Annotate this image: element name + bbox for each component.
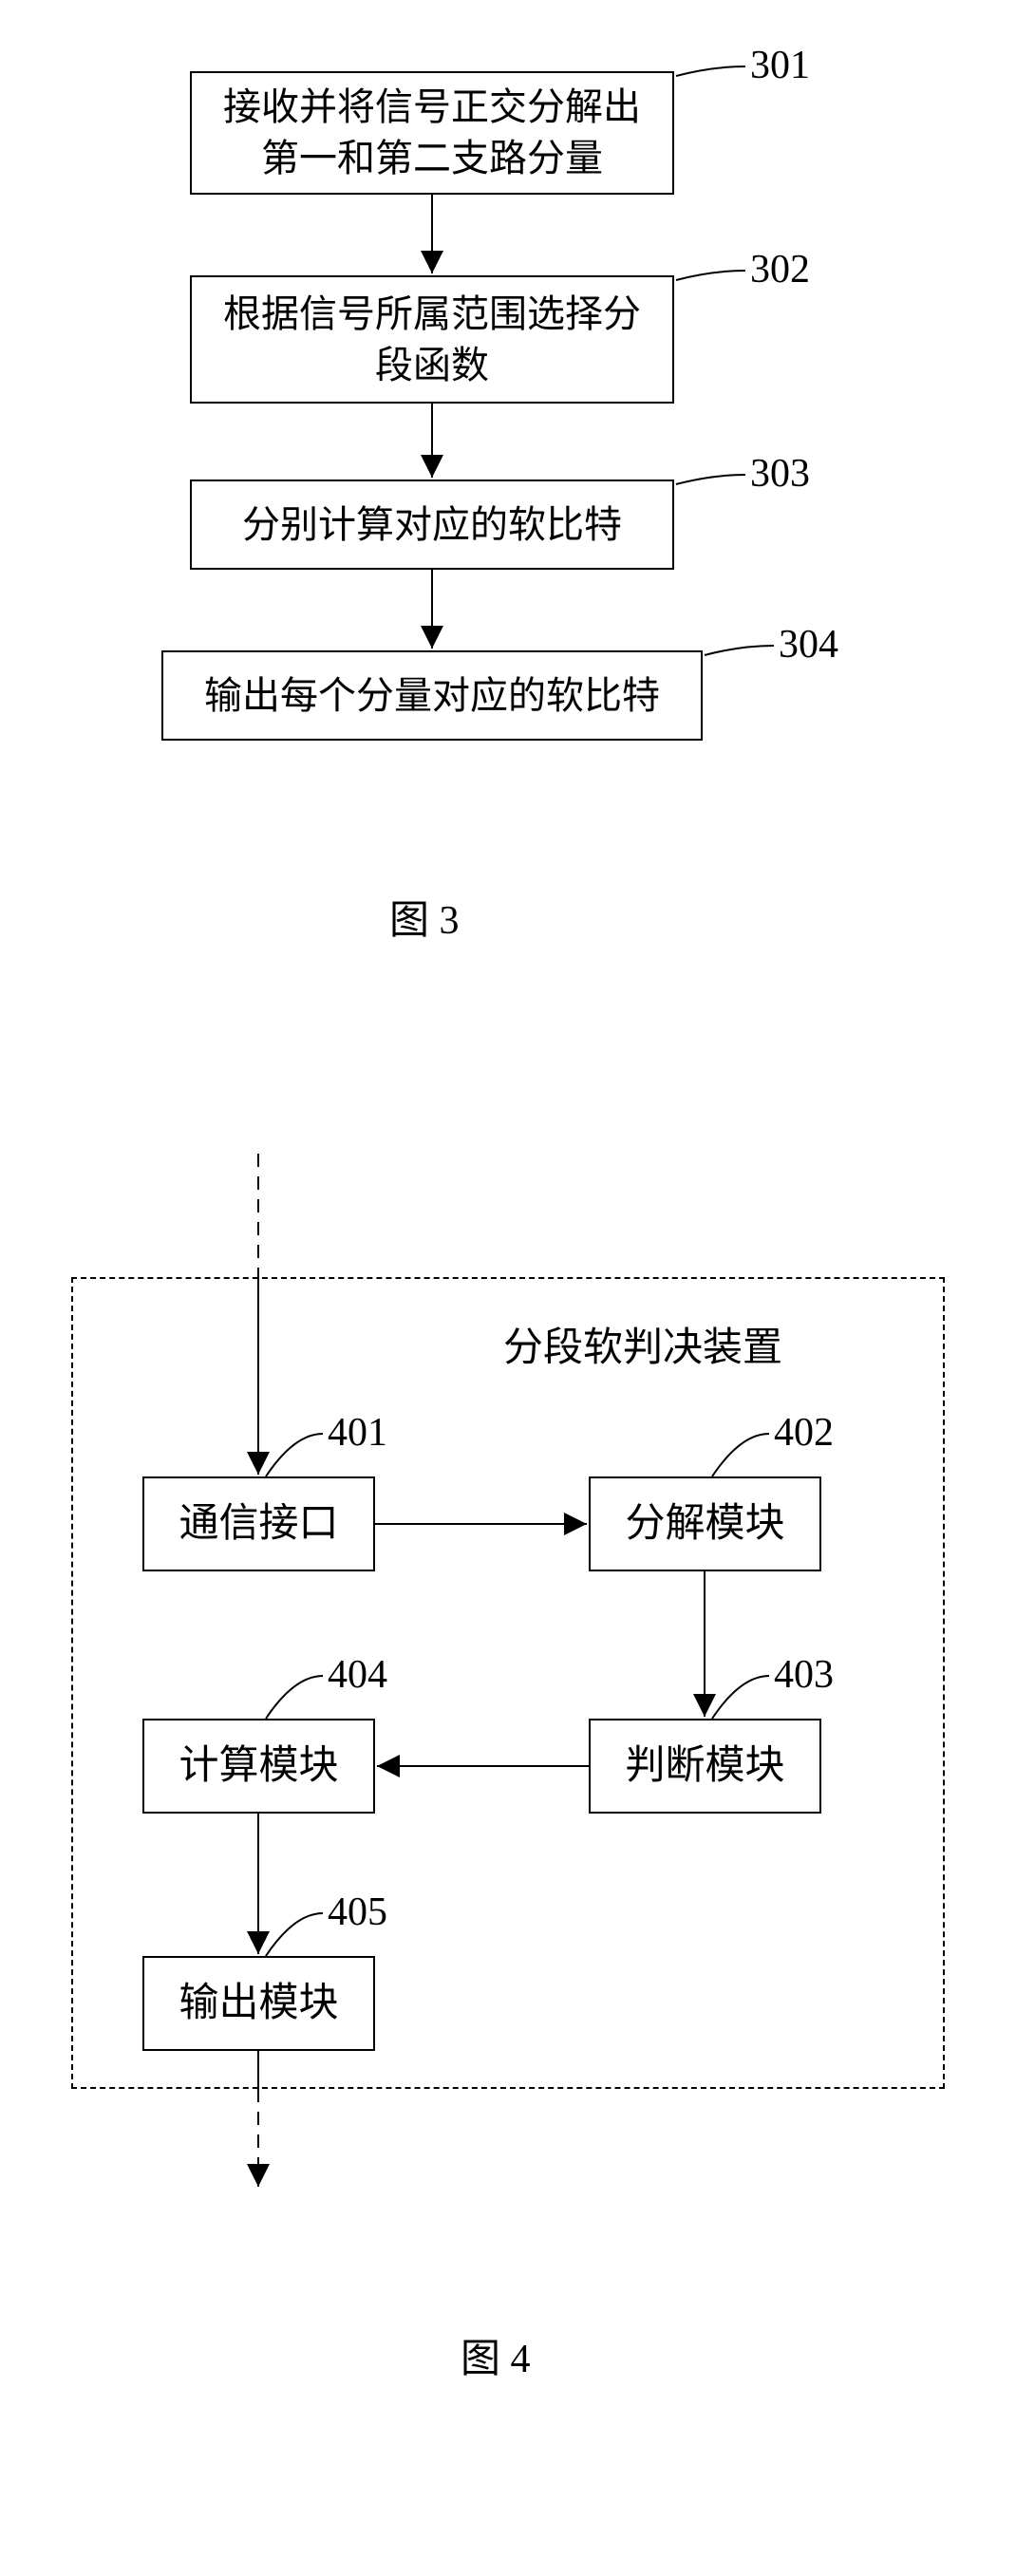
figure-4-arrows (0, 0, 1016, 2374)
figure-4-caption: 图 4 (461, 2326, 531, 2384)
figure-4: 分段软判决装置 通信接口 401 分解模块 402 判断模块 403 计算模块 … (0, 0, 1016, 2374)
